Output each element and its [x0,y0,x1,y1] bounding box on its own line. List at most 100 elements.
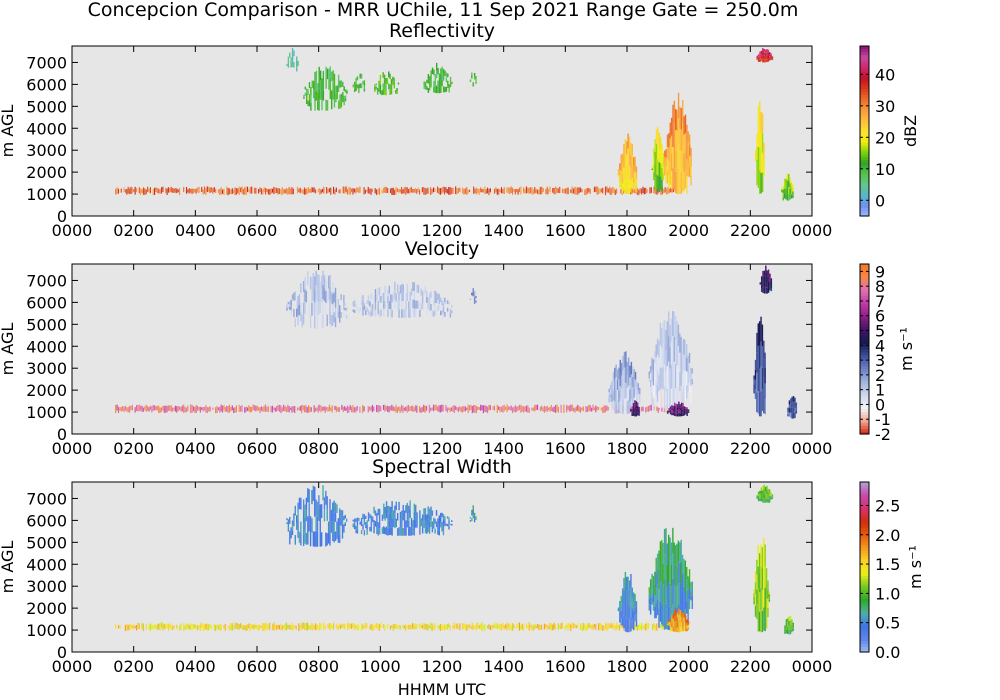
x-tick-label: 1800 [607,439,648,458]
x-tick-label: 1600 [545,221,586,240]
x-tick-label: 0800 [298,221,339,240]
data-feature-convective [781,173,794,201]
x-tick-label: 0000 [792,439,833,458]
colorbar-tick-label: 40 [875,65,895,84]
panel-title: Velocity [405,238,480,260]
colorbar-tick-label: 1.0 [875,584,900,603]
x-tick-label: 1400 [483,221,524,240]
panel-title: Spectral Width [372,456,512,478]
x-tick-label: 0200 [113,221,154,240]
colorbar-tick-label: 4 [875,336,885,355]
x-tick-label: 1200 [422,439,463,458]
colorbar-tick-label: 30 [875,97,895,116]
data-feature-convective [753,537,771,633]
x-tick-label: 2200 [730,439,771,458]
data-feature-convective [784,615,794,635]
y-tick-label: 2000 [26,381,67,400]
x-tick-label: 0600 [237,657,278,676]
colorbar: 0.0 0.5 1.0 1.5 2.0 2.5 [859,481,900,662]
x-tick-label: 0000 [792,657,833,676]
y-tick-label: 4000 [26,555,67,574]
colorbar-tick-label: -1 [875,410,891,429]
data-feature-cloud [286,47,299,72]
x-tick-label: 2000 [668,439,709,458]
y-tick-label: 3000 [26,359,67,378]
x-tick-label: 1600 [545,439,586,458]
x-tick-label: 2000 [668,657,709,676]
data-feature-convective [664,92,692,195]
data-feature-convective [753,316,766,417]
x-tick-label: 0600 [237,439,278,458]
y-tick-label: 7000 [26,271,67,290]
plot-area: 0000 0200 0400 0600 0800 1000 1200 1400 1600 1800… [26,263,833,458]
x-tick-label: 0200 [113,439,154,458]
y-axis-label: m AGL [0,323,17,376]
y-tick-label: 0 [57,425,67,444]
data-feature-cloud [423,62,453,94]
data-feature-convective [617,571,638,633]
y-tick-label: 1000 [26,621,67,640]
y-tick-label: 0 [57,207,67,226]
data-feature-cloud [469,72,477,87]
plot-area: 0000 0200 0400 0600 0800 1000 1200 1400 1600 1800… [26,45,833,240]
colorbar-label: dBZ [901,115,920,147]
y-axis-label: m AGL [0,541,17,594]
y-tick-label: 7000 [26,53,67,72]
y-tick-label: 6000 [26,75,67,94]
data-feature-cloud [352,73,366,94]
colorbar-tick-label: 5 [875,322,885,341]
x-tick-label: 1800 [607,221,648,240]
x-tick-label: 1600 [545,657,586,676]
data-feature-cloud [352,500,453,536]
data-feature-cloud [469,505,477,523]
x-tick-label: 1400 [483,657,524,676]
data-feature-convective [617,133,638,195]
data-feature-cloud [303,66,348,111]
x-tick-label: 0800 [298,439,339,458]
y-tick-label: 2000 [26,163,67,182]
x-tick-label: 0000 [792,221,833,240]
data-feature-melting-layer [115,404,675,414]
data-feature-convective [756,484,774,503]
x-tick-label: 0800 [298,657,339,676]
panel-spectral-width: Spectral Width m AGL 0000 0200 0400 0600 080… [0,456,925,676]
data-feature-convective [651,127,665,192]
x-tick-label: 0000 [52,221,93,240]
figure-suptitle: Concepcion Comparison - MRR UChile, 11 S… [88,0,799,21]
data-feature-convective [667,608,690,633]
colorbar: 0 10 20 30 40 [859,45,895,217]
colorbar-tick-label: 3 [875,351,885,370]
x-axis-label: HHMM UTC [398,680,486,699]
colorbar-tick-label: 0.0 [875,643,900,662]
x-tick-label: 0400 [175,221,216,240]
data-feature-cloud [469,288,477,304]
colorbar-tick-label: 0 [875,191,885,210]
colorbar-tick-label: 7 [875,292,885,311]
x-tick-label: 0600 [237,221,278,240]
x-tick-label: 1000 [360,657,401,676]
colorbar-tick-label: 0.5 [875,614,900,633]
y-tick-label: 0 [57,643,67,662]
y-tick-label: 3000 [26,577,67,596]
y-tick-label: 1000 [26,185,67,204]
data-feature-convective [667,401,690,417]
x-tick-label: 2200 [730,657,771,676]
data-feature-cloud [352,281,453,318]
x-tick-label: 0000 [52,657,93,676]
x-tick-label: 2200 [730,221,771,240]
data-feature-convective [754,101,765,194]
x-tick-label: 1000 [360,221,401,240]
x-tick-label: 1200 [422,657,463,676]
y-tick-label: 5000 [26,97,67,116]
colorbar-label: m s⁻¹ [897,327,916,371]
y-tick-label: 5000 [26,533,67,552]
data-feature-convective [648,311,693,413]
plot-area: 0000 0200 0400 0600 0800 1000 1200 1400 1600 1800… [26,481,833,676]
y-tick-label: 1000 [26,403,67,422]
x-tick-label: 0200 [113,657,154,676]
data-feature-convective [608,351,641,415]
colorbar-tick-label: 2 [875,366,885,385]
colorbar-tick-label: 20 [875,128,895,147]
